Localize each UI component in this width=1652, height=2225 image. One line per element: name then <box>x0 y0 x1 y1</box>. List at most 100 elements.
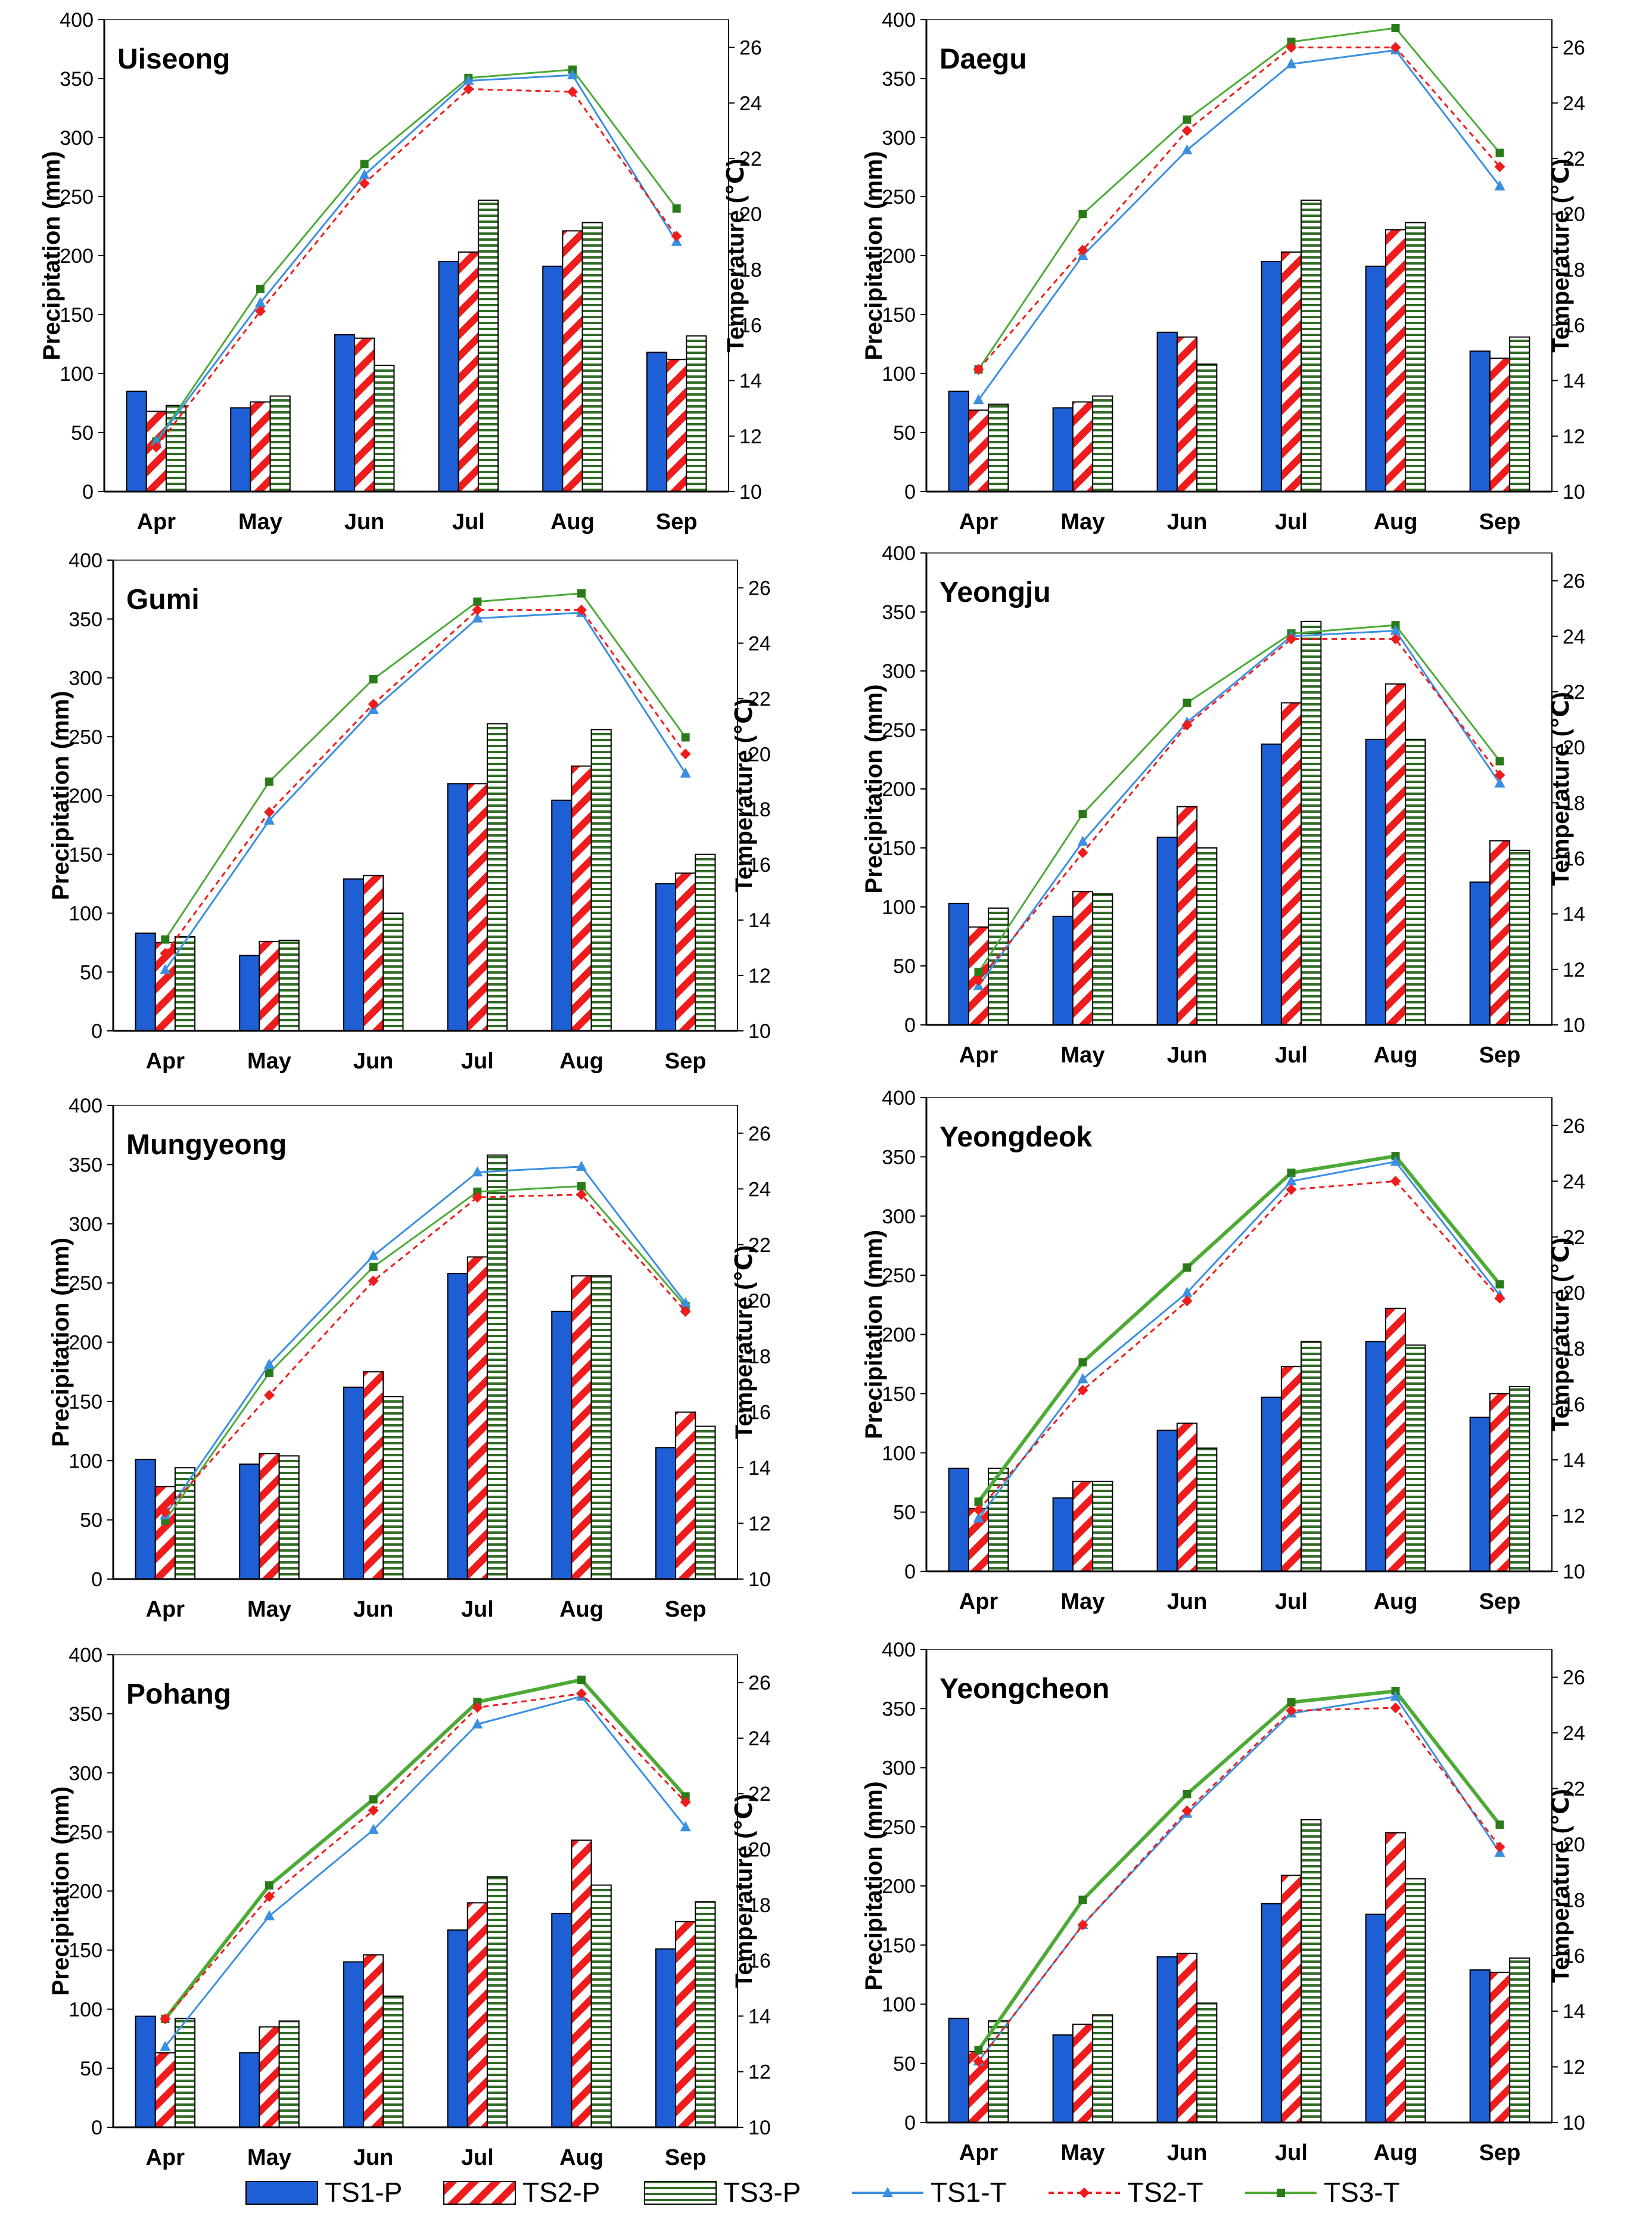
point-ts3-t-may <box>265 1368 273 1377</box>
bar-ts1-p-apr <box>135 1459 156 1580</box>
series-ts2-t <box>973 1176 1505 1516</box>
bar-ts1-p-jun <box>343 1387 365 1580</box>
y2-tick-label: 26 <box>1563 1667 1585 1689</box>
bar-ts3-p-may <box>1092 2014 1113 2123</box>
y2-axis-title: Temperature (℃) <box>1548 1789 1574 1983</box>
point-ts3-t-aug <box>1391 23 1400 32</box>
bar-ts2-p-may <box>259 2026 280 2128</box>
y2-tick-label: 22 <box>1563 148 1585 170</box>
x-tick-label: Jul <box>461 2145 494 2170</box>
point-ts3-t-may <box>1078 1358 1087 1367</box>
bar-ts2-p-jun <box>1176 336 1198 492</box>
point-ts2-t-sep <box>1494 1841 1505 1853</box>
point-ts2-t-apr <box>160 2013 171 2025</box>
y2-tick-label: 12 <box>1563 959 1585 981</box>
point-ts3-t-sep <box>681 733 690 742</box>
x-tick-label: May <box>247 2145 291 2170</box>
legend-marker <box>1277 2189 1285 2197</box>
panel-title: Daegu <box>939 43 1027 75</box>
point-ts3-t-sep <box>672 204 681 213</box>
bar-ts3-p-jun <box>382 1396 404 1580</box>
bar-ts1-p-apr <box>135 933 156 1031</box>
point-ts3-t-jun <box>1183 698 1191 707</box>
y-tick-label: 350 <box>882 601 916 624</box>
bars <box>135 1839 716 2128</box>
point-ts2-t-sep <box>1494 769 1505 781</box>
y2-tick-label: 26 <box>1563 570 1585 593</box>
point-ts1-t-may <box>264 1910 275 1921</box>
y-tick-label: 50 <box>80 2058 102 2080</box>
y-axis-title: Precipitation (mm) <box>48 1238 74 1447</box>
bars <box>948 620 1530 1026</box>
point-ts2-t-jun <box>1181 1805 1193 1816</box>
y2-tick-label: 10 <box>748 1568 771 1591</box>
y-tick-label: 100 <box>882 1442 916 1465</box>
point-ts3-t-jul <box>473 597 482 606</box>
series-ts1-t <box>160 1160 691 1519</box>
y-tick-label: 350 <box>69 1703 102 1726</box>
y-axis-title: Precipitation (mm) <box>48 691 74 900</box>
y2-tick-label: 10 <box>1563 1561 1585 1583</box>
bar-ts3-p-aug <box>590 729 612 1032</box>
point-ts2-t-jul <box>472 604 483 616</box>
point-ts2-t-aug <box>576 604 587 616</box>
y2-tick-label: 10 <box>1563 2112 1585 2134</box>
bar-ts3-p-jun <box>382 912 404 1031</box>
x-tick-label: Sep <box>1479 1043 1521 1068</box>
bar-ts3-p-sep <box>1509 1385 1530 1572</box>
bar-ts3-p-aug <box>581 222 603 492</box>
y-tick-label: 350 <box>69 608 102 631</box>
point-ts1-t-aug <box>1390 1690 1401 1701</box>
bar-ts3-p-aug <box>1405 738 1426 1026</box>
point-ts1-t-apr <box>160 2040 171 2051</box>
bar-ts3-p-may <box>1092 893 1113 1026</box>
point-ts3-t-jul <box>473 1187 482 1196</box>
point-ts2-t-sep <box>680 748 691 760</box>
bar-ts2-p-jun <box>1176 806 1198 1026</box>
bar-ts3-p-aug <box>1405 1878 1426 2124</box>
bar-ts3-p-jun <box>1196 847 1218 1026</box>
series-ts2-t <box>160 1189 691 1518</box>
bar-ts2-p-aug <box>1385 683 1407 1026</box>
line-ts3-t <box>978 624 1501 973</box>
bar-ts1-p-apr <box>135 2015 156 2128</box>
y-tick-label: 50 <box>893 2053 916 2075</box>
y-axis-title: Precipitation (mm) <box>48 1786 74 1996</box>
bar-ts3-p-sep <box>1509 849 1530 1026</box>
point-ts3-t-may <box>265 777 273 786</box>
chart-panels: 0501001502002503003504001012141618202224… <box>39 9 1585 2170</box>
chart-panel-gumi: 0 50 100 150 200 250 300 350 400 10 12 14 16 18 20 22 24… <box>48 549 771 1074</box>
y-tick-label: 100 <box>882 363 916 386</box>
bar-ts2-p-aug <box>562 230 583 492</box>
bar-ts3-p-may <box>278 939 300 1032</box>
y2-tick-label: 20 <box>748 1289 771 1312</box>
point-ts2-t-sep <box>1494 1292 1505 1304</box>
y2-tick-label: 20 <box>1563 737 1585 759</box>
bar-ts1-p-jul <box>438 260 459 492</box>
x-tick-label: May <box>247 1049 291 1074</box>
x-tick-label: Aug <box>559 1049 603 1074</box>
point-ts3-t-may <box>256 284 265 293</box>
point-ts1-t-may <box>264 1358 275 1369</box>
bar-ts2-p-sep <box>1489 1971 1511 2124</box>
bar-ts3-p-jul <box>486 1876 508 2128</box>
y-tick-label: 200 <box>60 245 94 268</box>
y2-tick-label: 16 <box>748 1401 771 1424</box>
y2-tick-label: 18 <box>1563 259 1585 281</box>
point-ts3-t-sep <box>1495 757 1504 766</box>
y-tick-label: 200 <box>882 245 916 268</box>
y2-tick-label: 24 <box>739 92 762 115</box>
plot-area <box>113 1654 738 2128</box>
x-tick-label: Jul <box>461 1049 494 1074</box>
bar-ts2-p-jun <box>1176 1953 1198 2124</box>
bar-ts3-p-apr <box>174 2018 196 2128</box>
point-ts2-t-may <box>264 1891 275 1902</box>
y-tick-label: 350 <box>882 1146 916 1169</box>
point-ts2-t-may <box>1077 1385 1088 1396</box>
bar-ts2-p-may <box>1072 1480 1094 1572</box>
bar-ts2-p-aug <box>1385 1832 1407 2124</box>
point-ts3-t-apr <box>974 1497 983 1506</box>
point-ts1-t-aug <box>576 1160 587 1171</box>
bar-ts1-p-sep <box>646 352 668 492</box>
bar-ts3-p-sep <box>1509 1957 1530 2123</box>
